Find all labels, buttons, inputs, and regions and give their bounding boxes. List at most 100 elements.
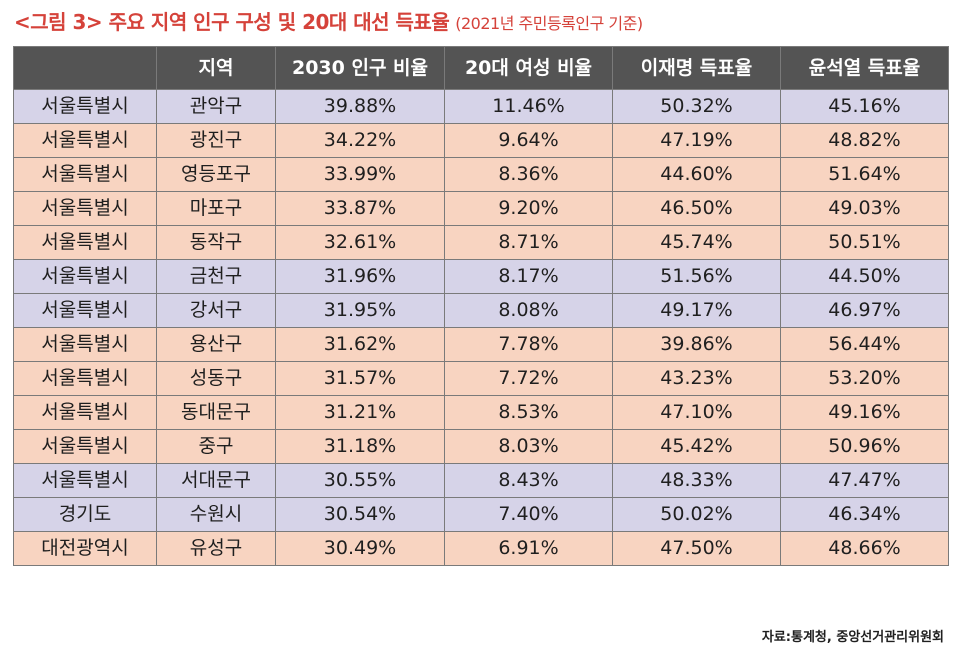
district-cell: 관악구	[156, 89, 276, 124]
yoon-vote-cell: 44.50%	[780, 259, 949, 294]
district-cell: 용산구	[156, 327, 276, 362]
yoon-vote-cell: 50.96%	[780, 429, 949, 464]
lee-vote-cell: 47.19%	[612, 123, 781, 158]
district-cell: 강서구	[156, 293, 276, 328]
yoon-vote-cell: 50.51%	[780, 225, 949, 260]
district-cell: 중구	[156, 429, 276, 464]
female-20s-cell: 8.08%	[444, 293, 613, 328]
district-cell: 서대문구	[156, 463, 276, 498]
lee-vote-cell: 51.56%	[612, 259, 781, 294]
header-cell-region: 지역	[156, 46, 276, 90]
table-row: 서울특별시 강서구 31.95% 8.08% 49.17% 46.97%	[13, 293, 949, 328]
city-cell: 대전광역시	[13, 531, 157, 566]
city-cell: 서울특별시	[13, 191, 157, 226]
city-cell: 서울특별시	[13, 89, 157, 124]
lee-vote-cell: 46.50%	[612, 191, 781, 226]
district-cell: 금천구	[156, 259, 276, 294]
lee-vote-cell: 44.60%	[612, 157, 781, 192]
lee-vote-cell: 47.50%	[612, 531, 781, 566]
source-note: 자료:통계청, 중앙선거관리위원회	[761, 630, 944, 645]
yoon-vote-cell: 46.34%	[780, 497, 949, 532]
header-cell-female-20s-ratio: 20대 여성 비율	[444, 46, 613, 90]
table-row: 서울특별시 동대문구 31.21% 8.53% 47.10% 49.16%	[13, 395, 949, 430]
female-20s-cell: 9.64%	[444, 123, 613, 158]
figure-title: <그림 3> 주요 지역 인구 구성 및 20대 대선 득표율 (2021년 주…	[14, 6, 643, 38]
table-row: 서울특별시 서대문구 30.55% 8.43% 48.33% 47.47%	[13, 463, 949, 498]
yoon-vote-cell: 49.03%	[780, 191, 949, 226]
ratio-2030-cell: 31.95%	[275, 293, 445, 328]
table-row: 서울특별시 성동구 31.57% 7.72% 43.23% 53.20%	[13, 361, 949, 396]
table-row: 서울특별시 금천구 31.96% 8.17% 51.56% 44.50%	[13, 259, 949, 294]
city-cell: 서울특별시	[13, 463, 157, 498]
lee-vote-cell: 39.86%	[612, 327, 781, 362]
table-row: 서울특별시 중구 31.18% 8.03% 45.42% 50.96%	[13, 429, 949, 464]
lee-vote-cell: 50.32%	[612, 89, 781, 124]
female-20s-cell: 8.03%	[444, 429, 613, 464]
table-row: 대전광역시 유성구 30.49% 6.91% 47.50% 48.66%	[13, 531, 949, 566]
table-row: 서울특별시 동작구 32.61% 8.71% 45.74% 50.51%	[13, 225, 949, 260]
ratio-2030-cell: 30.55%	[275, 463, 445, 498]
yoon-vote-cell: 46.97%	[780, 293, 949, 328]
city-cell: 서울특별시	[13, 327, 157, 362]
header-cell-blank	[13, 46, 157, 90]
ratio-2030-cell: 32.61%	[275, 225, 445, 260]
female-20s-cell: 8.71%	[444, 225, 613, 260]
ratio-2030-cell: 30.54%	[275, 497, 445, 532]
lee-vote-cell: 45.42%	[612, 429, 781, 464]
city-cell: 서울특별시	[13, 123, 157, 158]
ratio-2030-cell: 33.99%	[275, 157, 445, 192]
district-cell: 수원시	[156, 497, 276, 532]
female-20s-cell: 6.91%	[444, 531, 613, 566]
table-row: 서울특별시 광진구 34.22% 9.64% 47.19% 48.82%	[13, 123, 949, 158]
header-cell-2030-ratio: 2030 인구 비율	[275, 46, 445, 90]
female-20s-cell: 8.53%	[444, 395, 613, 430]
lee-vote-cell: 50.02%	[612, 497, 781, 532]
ratio-2030-cell: 31.57%	[275, 361, 445, 396]
lee-vote-cell: 49.17%	[612, 293, 781, 328]
table-row: 서울특별시 영등포구 33.99% 8.36% 44.60% 51.64%	[13, 157, 949, 192]
ratio-2030-cell: 34.22%	[275, 123, 445, 158]
yoon-vote-cell: 51.64%	[780, 157, 949, 192]
yoon-vote-cell: 56.44%	[780, 327, 949, 362]
header-cell-yoon-vote: 윤석열 득표율	[780, 46, 949, 90]
female-20s-cell: 7.40%	[444, 497, 613, 532]
ratio-2030-cell: 30.49%	[275, 531, 445, 566]
city-cell: 서울특별시	[13, 259, 157, 294]
city-cell: 서울특별시	[13, 157, 157, 192]
city-cell: 서울특별시	[13, 293, 157, 328]
lee-vote-cell: 45.74%	[612, 225, 781, 260]
table-row: 서울특별시 마포구 33.87% 9.20% 46.50% 49.03%	[13, 191, 949, 226]
female-20s-cell: 8.36%	[444, 157, 613, 192]
district-cell: 영등포구	[156, 157, 276, 192]
district-cell: 유성구	[156, 531, 276, 566]
yoon-vote-cell: 53.20%	[780, 361, 949, 396]
city-cell: 서울특별시	[13, 429, 157, 464]
city-cell: 서울특별시	[13, 395, 157, 430]
female-20s-cell: 7.72%	[444, 361, 613, 396]
ratio-2030-cell: 39.88%	[275, 89, 445, 124]
table-row: 경기도 수원시 30.54% 7.40% 50.02% 46.34%	[13, 497, 949, 532]
table-body: 서울특별시 관악구 39.88% 11.46% 50.32% 45.16% 서울특별시 광진구…	[13, 89, 949, 566]
district-cell: 동작구	[156, 225, 276, 260]
title-main: <그림 3> 주요 지역 인구 구성 및 20대 대선 득표율	[14, 10, 450, 34]
female-20s-cell: 8.43%	[444, 463, 613, 498]
female-20s-cell: 9.20%	[444, 191, 613, 226]
district-cell: 동대문구	[156, 395, 276, 430]
header-cell-lee-vote: 이재명 득표율	[612, 46, 781, 90]
yoon-vote-cell: 47.47%	[780, 463, 949, 498]
city-cell: 경기도	[13, 497, 157, 532]
ratio-2030-cell: 31.21%	[275, 395, 445, 430]
yoon-vote-cell: 49.16%	[780, 395, 949, 430]
ratio-2030-cell: 33.87%	[275, 191, 445, 226]
table-row: 서울특별시 관악구 39.88% 11.46% 50.32% 45.16%	[13, 89, 949, 124]
header-row: 지역 2030 인구 비율 20대 여성 비율 이재명 득표율 윤석열 득표율	[13, 46, 949, 90]
yoon-vote-cell: 48.66%	[780, 531, 949, 566]
city-cell: 서울특별시	[13, 225, 157, 260]
yoon-vote-cell: 48.82%	[780, 123, 949, 158]
ratio-2030-cell: 31.62%	[275, 327, 445, 362]
data-table: 지역 2030 인구 비율 20대 여성 비율 이재명 득표율 윤석열 득표율 …	[13, 46, 949, 566]
lee-vote-cell: 47.10%	[612, 395, 781, 430]
city-cell: 서울특별시	[13, 361, 157, 396]
lee-vote-cell: 43.23%	[612, 361, 781, 396]
lee-vote-cell: 48.33%	[612, 463, 781, 498]
